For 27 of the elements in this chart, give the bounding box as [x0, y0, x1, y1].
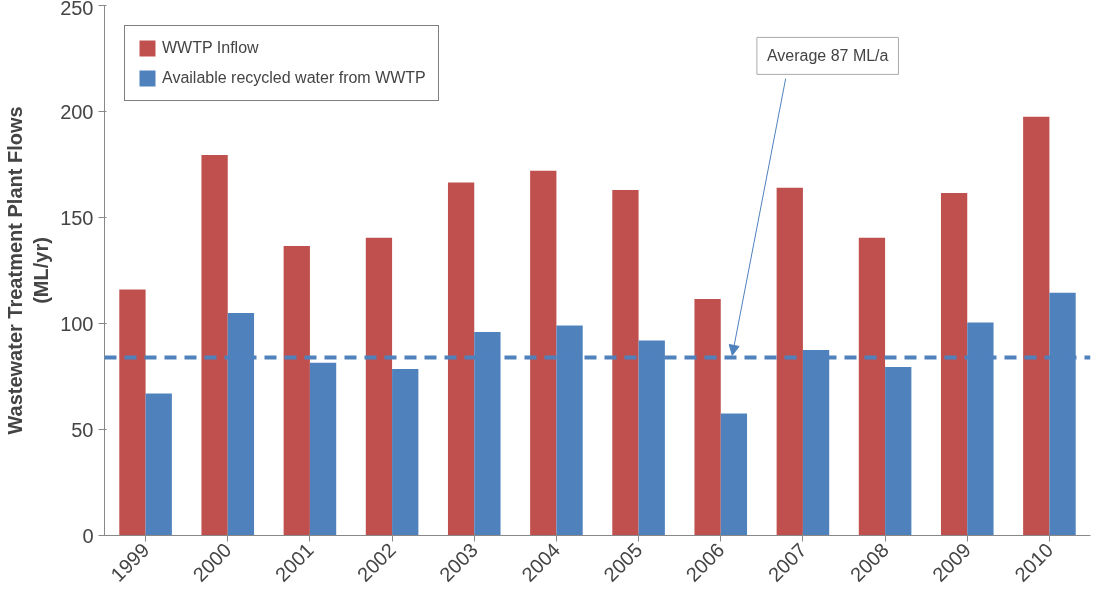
bar	[530, 170, 557, 536]
ref-line-label: Average 87 ML/a	[766, 47, 889, 65]
y-tick-label: 250	[60, 0, 94, 19]
bar	[720, 413, 748, 536]
bar	[885, 366, 912, 536]
bar	[119, 289, 146, 536]
y-tick-label: 100	[60, 312, 94, 335]
y-tick-label: 200	[60, 100, 94, 123]
y-tick-label: 0	[82, 524, 94, 547]
legend-label: WWTP Inflow	[162, 39, 259, 57]
bar	[940, 193, 968, 536]
y-tick-label: 50	[71, 418, 94, 441]
bar	[447, 182, 475, 536]
bar	[776, 187, 803, 536]
y-tick-label: 150	[60, 206, 94, 229]
bar	[694, 299, 721, 536]
bar	[1023, 116, 1050, 536]
bar	[201, 154, 228, 536]
bar	[365, 237, 393, 536]
legend-label: Available recycled water from WWTP	[162, 69, 426, 87]
bar	[283, 246, 310, 536]
bar	[858, 237, 886, 536]
bar	[145, 393, 172, 536]
bar	[612, 189, 639, 536]
bar	[309, 362, 337, 536]
bar	[392, 369, 419, 536]
y-axis-title: Wastewater Treatment Plant Flows (ML/yr)	[3, 106, 53, 435]
